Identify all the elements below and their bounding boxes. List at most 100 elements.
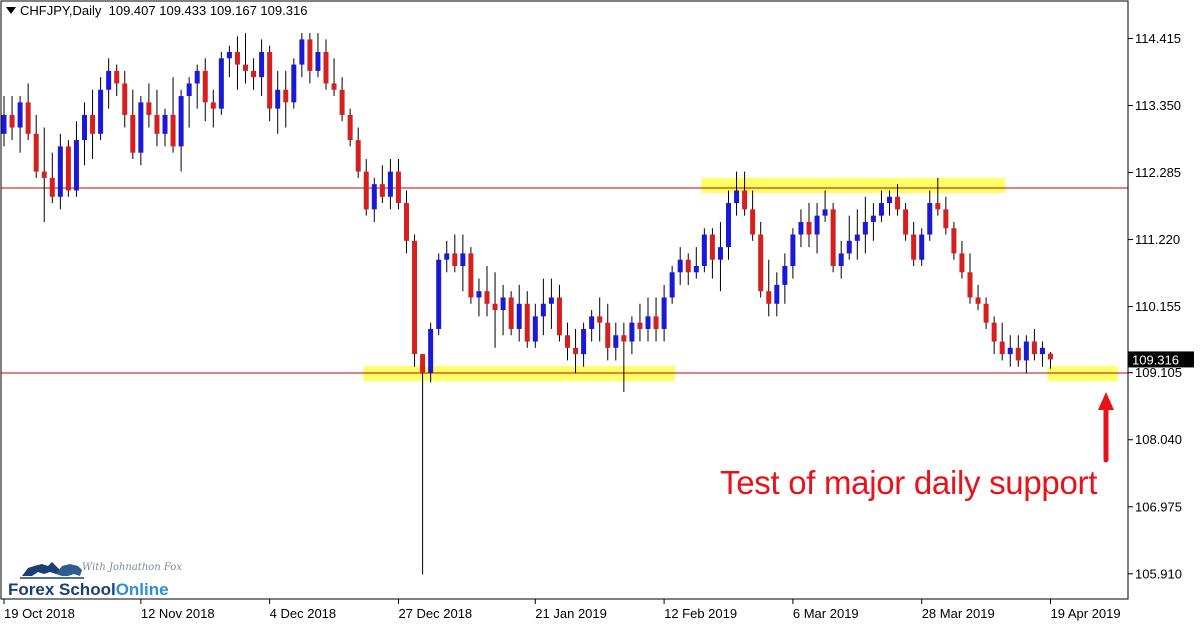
bull-bear-icon [20, 562, 84, 579]
candle [669, 266, 675, 304]
candle-body [484, 291, 490, 304]
candle-body [404, 203, 409, 241]
candle-body [299, 39, 305, 65]
candle [943, 196, 949, 235]
candle-body [903, 209, 909, 235]
candle-body [371, 184, 377, 210]
candle [492, 272, 498, 348]
candle-body [1031, 341, 1037, 355]
candle [226, 45, 232, 78]
candle [959, 240, 965, 279]
candle [814, 203, 820, 254]
candle-body [669, 272, 675, 298]
candle-body [33, 133, 39, 172]
collapse-triangle-icon[interactable] [6, 7, 16, 14]
candle-body [476, 291, 482, 298]
candle [758, 221, 764, 298]
candle-body [65, 146, 71, 191]
candle-body [186, 83, 192, 97]
candle [983, 297, 989, 329]
candle [460, 234, 466, 292]
candle-body [565, 335, 570, 348]
candle [371, 177, 377, 222]
current-price-tag: 109.316 [1128, 351, 1194, 368]
candle-body [887, 196, 892, 204]
candle-body [645, 316, 651, 329]
candle-body [677, 259, 683, 273]
candle [1, 96, 7, 147]
candle-body [726, 203, 731, 248]
candle [548, 278, 554, 329]
candle [323, 39, 329, 90]
candle-body [709, 234, 715, 260]
candle-body [943, 209, 949, 229]
candle [685, 253, 691, 285]
candle-body [597, 316, 603, 323]
candle [581, 322, 587, 367]
candle-body [1023, 341, 1029, 361]
candle-body [951, 228, 957, 254]
candle-body [323, 51, 329, 84]
candle-body [878, 203, 884, 216]
candle [911, 221, 917, 267]
candle [621, 322, 627, 392]
x-tick-label: 19 Apr 2019 [1051, 606, 1121, 621]
candle [774, 272, 780, 317]
candle-body [822, 209, 828, 216]
candle-body [315, 51, 321, 71]
candle-body [49, 177, 55, 197]
candle [589, 310, 595, 342]
candle [629, 316, 635, 355]
candle-body [331, 83, 337, 90]
candle [202, 58, 208, 122]
candle-body [774, 284, 780, 304]
candle-body [798, 221, 804, 235]
candle-body [766, 291, 772, 304]
candle-body [870, 215, 876, 222]
candle [275, 70, 281, 134]
candle-body [613, 335, 619, 348]
candle-body [130, 114, 136, 153]
candle-body [9, 114, 15, 128]
candle [782, 253, 788, 304]
candle-body [573, 347, 579, 355]
candle [927, 190, 933, 241]
candle [870, 203, 876, 241]
candle [701, 228, 707, 273]
candle [597, 297, 603, 342]
chart-header: CHFJPY,Daily 109.407 109.433 109.167 109… [6, 3, 307, 18]
candle-body [194, 70, 200, 84]
candle-body [621, 335, 627, 342]
candle [452, 234, 458, 273]
candle-body [1, 114, 7, 134]
candle [178, 89, 184, 172]
y-tick-label: 108.040 [1135, 432, 1182, 447]
candle-body [226, 51, 232, 59]
candle-body [170, 114, 176, 147]
candle [895, 184, 901, 216]
candle-body [234, 51, 240, 65]
candle-body [452, 253, 458, 267]
candle [73, 121, 79, 197]
candle [404, 190, 409, 254]
candle-body [1048, 353, 1053, 360]
brand-logo: With Johnathon Fox Forex SchoolOnline [6, 558, 196, 602]
candle [766, 259, 772, 317]
candle [428, 322, 434, 383]
candle [331, 58, 337, 97]
candle [234, 36, 240, 90]
y-tick-label: 112.285 [1135, 165, 1181, 180]
candle [25, 83, 31, 141]
candle [363, 158, 369, 216]
candle-body [347, 114, 353, 141]
candle [862, 196, 868, 254]
x-tick-label: 12 Feb 2019 [664, 606, 737, 621]
candle [484, 266, 490, 317]
candle-body [983, 303, 989, 323]
candle [476, 278, 482, 317]
candle [170, 77, 176, 153]
candle-body [41, 171, 47, 178]
candle [967, 253, 973, 304]
candle-body [339, 89, 345, 115]
